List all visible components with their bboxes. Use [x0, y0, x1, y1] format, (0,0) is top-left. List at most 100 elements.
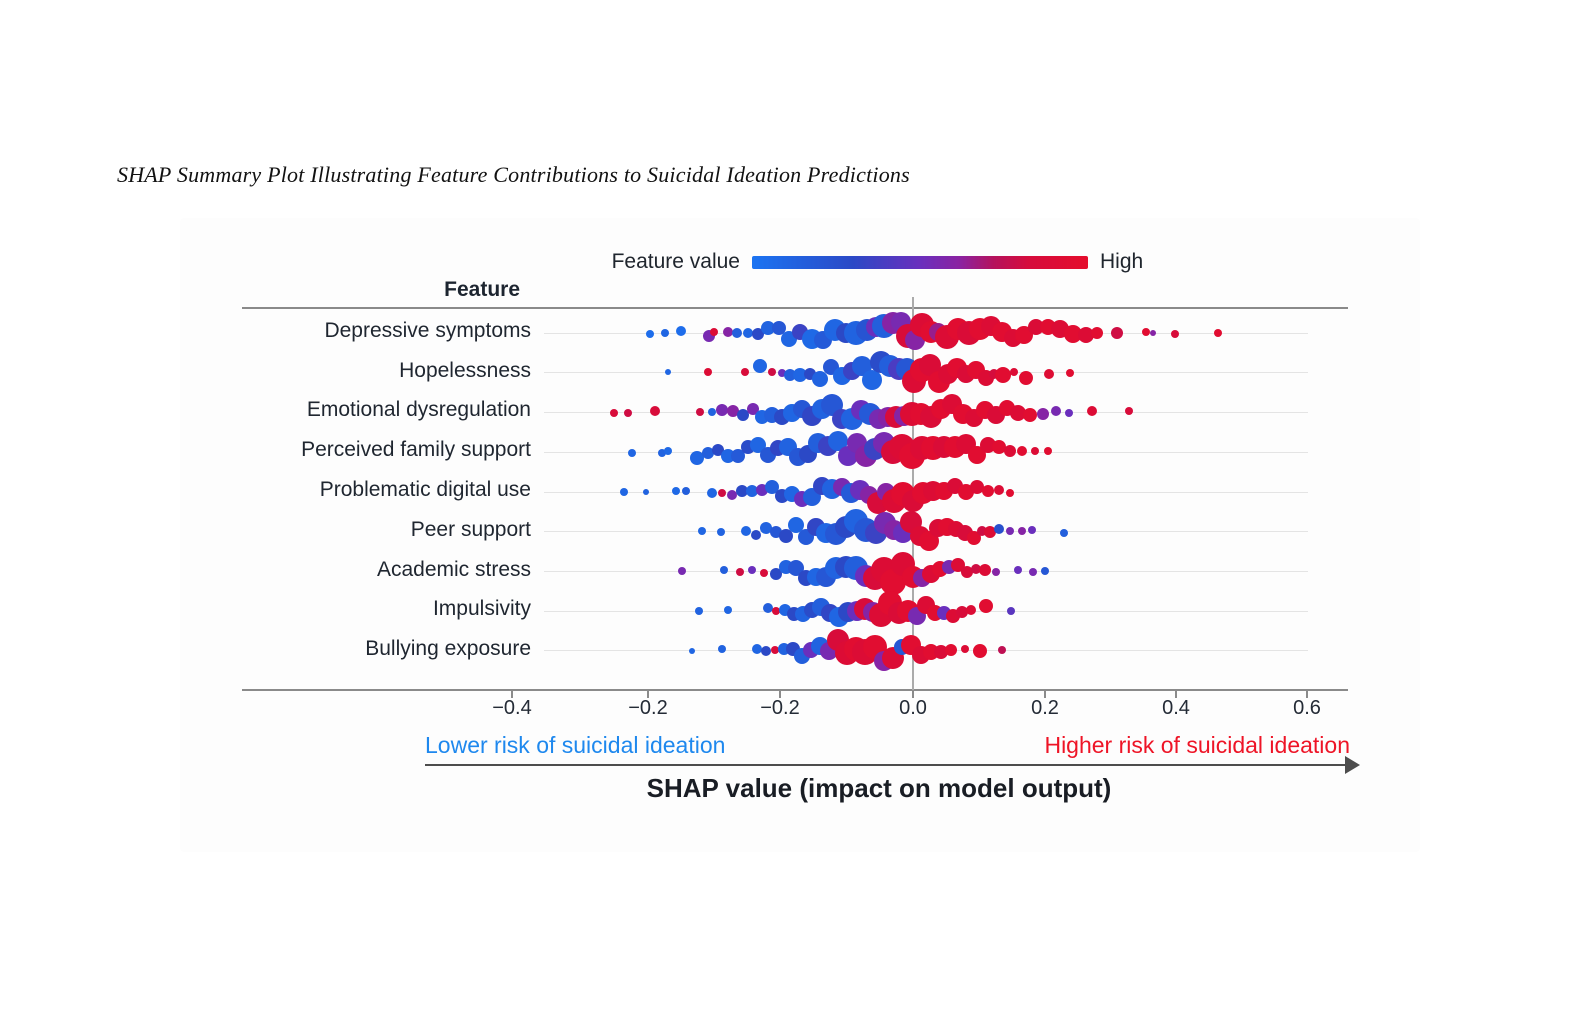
beeswarm-dot [1110, 327, 1123, 340]
direction-arrow-head-icon [1345, 756, 1360, 774]
beeswarm-dot [1063, 324, 1082, 343]
beeswarm-dot [760, 522, 773, 535]
beeswarm-dot [1044, 369, 1055, 380]
beeswarm-dot [1028, 526, 1037, 535]
beeswarm-dot [755, 484, 768, 497]
beeswarm-dot [717, 527, 726, 536]
beeswarm-dot [723, 326, 734, 337]
beeswarm-dot [706, 487, 717, 498]
beeswarm-dot [998, 645, 1007, 654]
beeswarm-dot [956, 605, 969, 618]
beeswarm-dot [671, 486, 680, 495]
x-tick-label: −0.2 [628, 697, 668, 719]
beeswarm-dot [1064, 408, 1073, 417]
beeswarm-dot [1214, 329, 1223, 338]
beeswarm-dot [1007, 606, 1016, 615]
x-axis-title: SHAP value (impact on model output) [646, 773, 1112, 803]
beeswarm-dot [991, 440, 1006, 455]
beeswarm-dot [1077, 327, 1094, 344]
beeswarm-dot [1036, 408, 1049, 421]
beeswarm-dot [696, 407, 705, 416]
beeswarm-dot [989, 368, 1000, 379]
beeswarm-dot [979, 563, 992, 576]
beeswarm-dot [1003, 444, 1016, 457]
beeswarm-dot [1086, 406, 1097, 417]
beeswarm-dot [1149, 330, 1156, 337]
colorbar-gradient [752, 256, 1088, 269]
beeswarm-dot [689, 648, 696, 655]
beeswarm-dot [993, 523, 1004, 534]
beeswarm-dot [1016, 446, 1027, 457]
beeswarm-dot [1030, 446, 1039, 455]
beeswarm-dot [736, 409, 749, 422]
lower-risk-annotation: Lower risk of suicidal ideation [425, 732, 726, 758]
beeswarm-dot [752, 643, 763, 654]
beeswarm-dot [727, 489, 738, 500]
beeswarm-dot [701, 447, 714, 460]
higher-risk-annotation: Higher risk of suicidal ideation [1044, 732, 1350, 758]
beeswarm-dot [1023, 407, 1038, 422]
beeswarm-dot [660, 328, 669, 337]
x-tick-label: −0.4 [492, 697, 532, 719]
beeswarm-dot [787, 516, 804, 533]
beeswarm-dot [745, 484, 758, 497]
beeswarm-dot [944, 643, 957, 656]
beeswarm-dot [740, 367, 749, 376]
x-tick-mark [511, 691, 513, 698]
beeswarm-dot [694, 606, 703, 615]
beeswarm-dot [750, 529, 761, 540]
beeswarm-dot [703, 368, 712, 377]
feature-label: Peer support [410, 517, 531, 541]
x-tick-mark [1175, 691, 1177, 698]
beeswarm-dot [1066, 368, 1075, 377]
beeswarm-dot [689, 450, 704, 465]
beeswarm-dot [1005, 489, 1014, 498]
beeswarm-dot [1125, 406, 1134, 415]
beeswarm-dot [676, 326, 687, 337]
beeswarm-dot [1013, 566, 1022, 575]
beeswarm-dot [1043, 446, 1052, 455]
x-tick-mark [779, 691, 781, 698]
beeswarm-dot [717, 489, 726, 498]
beeswarm-dot [677, 566, 686, 575]
x-tick-mark [1044, 691, 1046, 698]
beeswarm-dot [1050, 406, 1061, 417]
beeswarm-dot [1019, 370, 1034, 385]
beeswarm-dot [1171, 329, 1179, 338]
beeswarm-dot [628, 449, 636, 458]
beeswarm-dot [978, 598, 993, 613]
beeswarm-dot [993, 484, 1004, 495]
beeswarm-dot [918, 531, 939, 552]
beeswarm-dot [778, 369, 786, 378]
feature-label: Bullying exposure [365, 636, 531, 660]
beeswarm-dot [934, 644, 949, 659]
x-tick-mark [647, 691, 649, 698]
beeswarm-dot [771, 321, 786, 336]
x-tick-label: 0.0 [899, 697, 927, 719]
beeswarm-dot [1017, 526, 1026, 535]
beeswarm-dot [1028, 567, 1037, 576]
x-tick-label: −0.2 [760, 697, 800, 719]
beeswarm-dot [966, 605, 977, 616]
beeswarm-dot [960, 645, 969, 654]
beeswarm-dot [715, 404, 728, 417]
beeswarm-dot [711, 443, 724, 456]
beeswarm-dot [970, 480, 985, 495]
beeswarm-dot [1060, 528, 1069, 537]
beeswarm-dot [861, 369, 882, 390]
feature-label: Academic stress [376, 557, 531, 581]
x-tick-mark [1306, 691, 1308, 698]
beeswarm-dot [1009, 368, 1018, 377]
beeswarm-dot [717, 645, 726, 654]
feature-label: Perceived family support [301, 438, 531, 461]
beeswarm-dot [1009, 404, 1026, 421]
beeswarm-dot [976, 525, 987, 536]
beeswarm-dot [624, 408, 633, 417]
beeswarm-dot [707, 407, 716, 416]
x-tick-mark [912, 691, 914, 698]
beeswarm-dot [724, 605, 733, 614]
beeswarm-dot [768, 368, 777, 377]
beeswarm-dot [919, 354, 942, 377]
beeswarm-dot [740, 526, 751, 537]
beeswarm-dot [792, 367, 807, 382]
